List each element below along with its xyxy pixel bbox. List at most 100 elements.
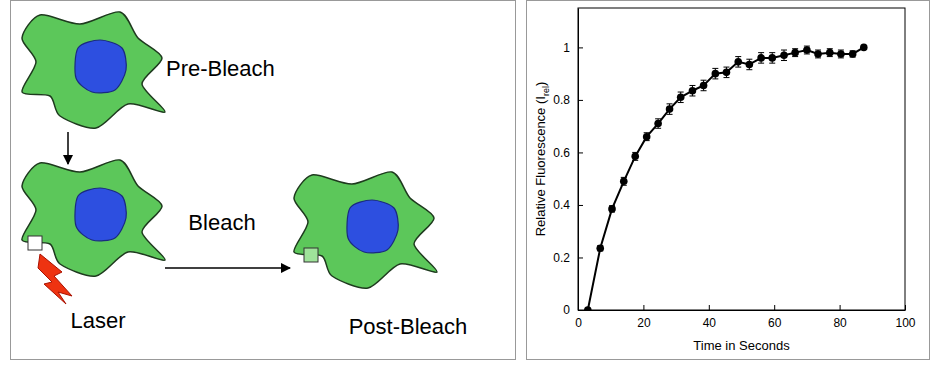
tick-mark (643, 305, 644, 310)
tick-mark (578, 205, 583, 206)
plot-area (584, 44, 868, 310)
tick: 40 (703, 305, 717, 330)
error-bar-cap (723, 77, 729, 78)
data-point (723, 69, 731, 77)
axis-line (579, 310, 906, 311)
error-bar (689, 85, 695, 96)
nucleus (75, 188, 126, 241)
tick-label: 0.4 (553, 198, 570, 212)
error-bar (769, 53, 775, 64)
data-point (608, 205, 616, 213)
error-bar-cap (781, 60, 787, 61)
error-bar (621, 177, 627, 185)
error-bar-cap (781, 50, 787, 51)
data-line (588, 47, 864, 310)
error-bar-cap (689, 95, 695, 96)
error-bar (712, 68, 718, 79)
error-bar-cap (678, 102, 684, 103)
data-point (631, 153, 639, 161)
error-bar (655, 119, 661, 128)
error-bar-cap (758, 52, 764, 53)
error-bar-cap (655, 128, 661, 129)
tick-label: 0 (563, 303, 570, 317)
tick: 0.6 (553, 146, 583, 160)
error-bar-cap (655, 118, 661, 119)
tick-label: 0 (575, 316, 582, 330)
error-bar (735, 57, 741, 68)
tick-label: 80 (833, 316, 847, 330)
data-point (860, 44, 868, 52)
diagram-label: Bleach (188, 210, 255, 235)
data-point (849, 50, 857, 58)
tick-mark (578, 257, 583, 258)
diagram-label: Post-Bleach (349, 314, 468, 339)
error-bar (746, 59, 752, 70)
error-bar (632, 152, 638, 160)
error-bar-cap (701, 90, 707, 91)
data-point (826, 49, 834, 57)
cell-pre-bleach (22, 12, 165, 128)
y-axis-title-part: ) (533, 82, 548, 86)
error-bar (792, 49, 798, 57)
arrow (165, 267, 290, 269)
plot-frame (578, 8, 905, 310)
tick-mark (578, 152, 583, 153)
tick: 80 (833, 305, 847, 330)
tick: 0.4 (553, 198, 583, 212)
tick-label: 60 (768, 316, 782, 330)
data-point (746, 61, 754, 69)
tick-label: 40 (703, 316, 717, 330)
tick-mark (709, 305, 710, 310)
tick-mark (578, 310, 583, 311)
data-point (654, 120, 662, 128)
data-point (643, 133, 651, 141)
error-bar (644, 133, 650, 141)
error-bar-cap (735, 67, 741, 68)
data-point (596, 244, 604, 252)
data-point (734, 58, 742, 66)
data-point (666, 105, 674, 113)
tick-mark (840, 305, 841, 310)
panel-frame (11, 1, 516, 360)
tick-label: 100 (895, 316, 915, 330)
data-point (837, 50, 845, 58)
tick: 100 (895, 305, 915, 330)
tick: 20 (637, 305, 651, 330)
data-point (689, 87, 697, 95)
cell-body (294, 172, 437, 288)
panel-frame (527, 1, 930, 360)
error-bar (804, 46, 810, 54)
tick: 0.8 (553, 93, 583, 107)
y-axis-title-sub: rel (541, 86, 551, 96)
error-bar-cap (723, 67, 729, 68)
error-bar (850, 51, 856, 57)
x-axis-title: Time in Seconds (693, 338, 790, 353)
error-bar-cap (769, 63, 775, 64)
error-bar-cap (701, 80, 707, 81)
error-bar-cap (667, 114, 673, 115)
nucleus (75, 40, 126, 93)
error-bar-cap (746, 69, 752, 70)
laser-bolt (38, 254, 72, 304)
diagram-label: Pre-Bleach (166, 56, 275, 81)
error-bar-cap (712, 78, 718, 79)
data-point (700, 82, 708, 90)
cell-body (22, 12, 165, 128)
data-point (768, 54, 776, 62)
recovered-spot (304, 248, 318, 262)
tick: 1 (563, 41, 583, 55)
tick: 0.2 (553, 251, 583, 265)
error-bar (815, 50, 821, 58)
tick-mark (774, 305, 775, 310)
tick-label: 20 (637, 316, 651, 330)
y-axis: 0 0.2 0.4 0.6 0.8 1 (553, 9, 583, 318)
x-axis: 0 20 40 60 80 100 (575, 305, 916, 330)
y-axis-title-part: Relative Fluorescence (I (533, 96, 548, 236)
tick: 0 (563, 303, 583, 317)
error-bar (723, 67, 729, 78)
data-point (791, 49, 799, 57)
error-bar-cap (678, 92, 684, 93)
tick-label: 0.8 (553, 93, 570, 107)
nucleus (347, 200, 398, 253)
tick-label: 0.6 (553, 146, 570, 160)
